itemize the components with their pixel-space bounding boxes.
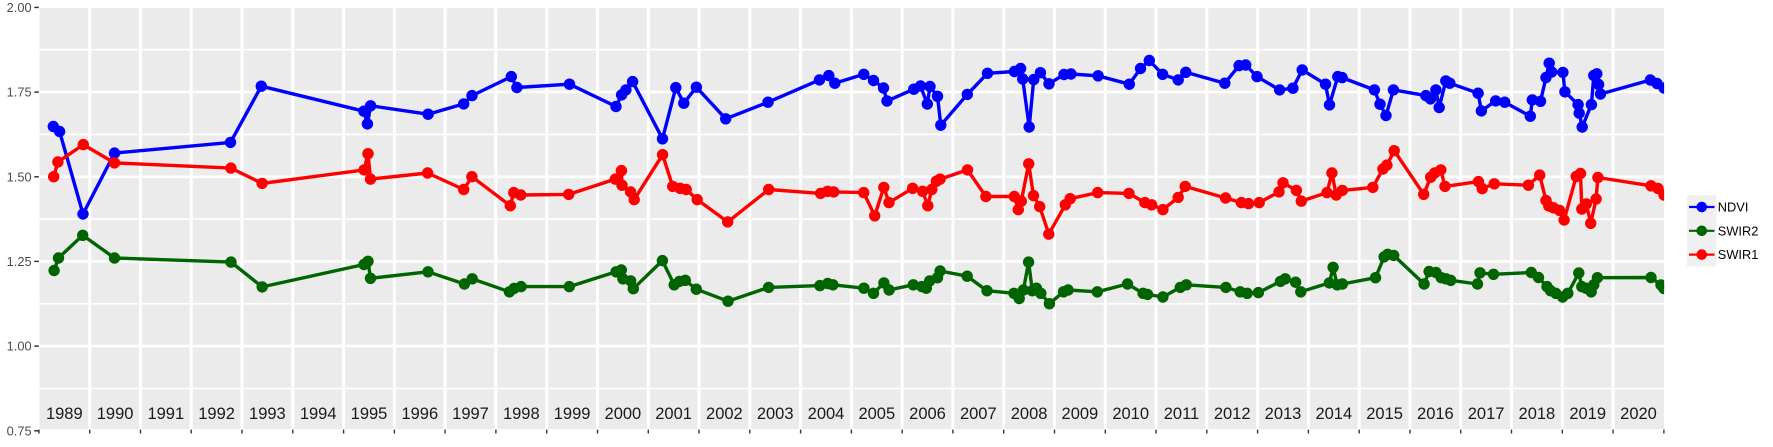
svg-text:2004: 2004: [808, 405, 845, 423]
svg-text:2012: 2012: [1214, 405, 1251, 423]
svg-text:1.50: 1.50: [7, 169, 32, 184]
svg-text:2010: 2010: [1112, 405, 1149, 423]
svg-text:1991: 1991: [147, 405, 184, 423]
svg-text:2019: 2019: [1569, 405, 1606, 423]
svg-text:2002: 2002: [706, 405, 743, 423]
svg-text:2008: 2008: [1011, 405, 1048, 423]
svg-text:2011: 2011: [1164, 405, 1199, 423]
svg-text:2006: 2006: [909, 405, 946, 423]
svg-text:NDVI: NDVI: [1718, 200, 1749, 215]
svg-text:2015: 2015: [1366, 405, 1403, 423]
svg-text:1994: 1994: [300, 405, 337, 423]
svg-text:2016: 2016: [1417, 405, 1454, 423]
svg-text:2005: 2005: [858, 405, 895, 423]
svg-text:1995: 1995: [351, 405, 388, 423]
svg-text:2001: 2001: [655, 405, 692, 423]
svg-text:1.75: 1.75: [7, 85, 32, 100]
svg-text:1996: 1996: [401, 405, 438, 423]
svg-text:2003: 2003: [757, 405, 794, 423]
svg-text:2.00: 2.00: [7, 0, 32, 15]
svg-text:1999: 1999: [554, 405, 591, 423]
svg-text:SWIR1: SWIR1: [1718, 247, 1759, 262]
svg-text:2017: 2017: [1468, 405, 1505, 423]
svg-text:1992: 1992: [198, 405, 235, 423]
svg-text:2009: 2009: [1062, 405, 1099, 423]
svg-text:2007: 2007: [960, 405, 997, 423]
svg-text:1990: 1990: [97, 405, 134, 423]
svg-text:1.00: 1.00: [7, 339, 32, 354]
svg-text:1997: 1997: [452, 405, 489, 423]
svg-text:1989: 1989: [46, 405, 83, 423]
svg-text:SWIR2: SWIR2: [1718, 223, 1759, 238]
svg-text:1.25: 1.25: [7, 254, 32, 269]
svg-text:1998: 1998: [503, 405, 540, 423]
svg-text:1993: 1993: [249, 405, 286, 423]
svg-text:0.75: 0.75: [7, 423, 32, 438]
svg-text:2000: 2000: [605, 405, 642, 423]
svg-text:2018: 2018: [1519, 405, 1556, 423]
svg-text:2020: 2020: [1620, 405, 1657, 423]
svg-text:2013: 2013: [1265, 405, 1302, 423]
svg-text:2014: 2014: [1315, 405, 1352, 423]
